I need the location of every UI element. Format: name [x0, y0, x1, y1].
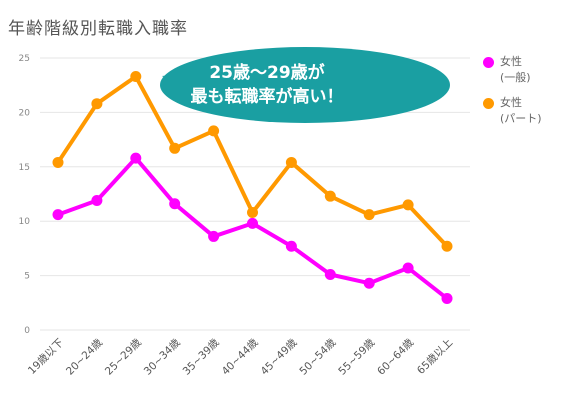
y-tick-label: 10 [19, 217, 31, 227]
data-point [169, 142, 181, 154]
legend-swatch-female-general [483, 57, 494, 68]
x-tick-label: 19歳以下 [26, 337, 66, 377]
data-point [402, 262, 414, 274]
callout-bubble [160, 47, 450, 123]
data-point [247, 217, 258, 229]
x-tick-label: 40~44歳 [220, 336, 261, 377]
data-point [91, 195, 103, 207]
data-point [363, 277, 375, 289]
x-tick-label: 45~49歳 [258, 336, 299, 377]
data-point [324, 269, 336, 281]
data-point [247, 206, 258, 218]
x-tick-label: 20~24歳 [64, 336, 105, 377]
data-point [208, 125, 220, 137]
x-tick-label: 30~34歳 [142, 336, 183, 377]
data-point [324, 190, 336, 202]
data-point [441, 240, 453, 252]
legend-label-female-part: 女性 (パート) [500, 95, 542, 127]
data-point [169, 198, 181, 210]
legend-item-female-part: 女性 (パート) [483, 95, 542, 127]
legend-item-female-general: 女性 (一般) [483, 54, 542, 86]
legend: 女性 (一般) 女性 (パート) [483, 54, 542, 136]
legend-label-line: (一般) [500, 71, 531, 84]
y-tick-label: 15 [19, 163, 30, 173]
legend-swatch-female-part [483, 98, 494, 109]
x-tick-label: 25~29歳 [103, 336, 144, 377]
data-point [402, 199, 414, 211]
callout-text-line: 最も転職率が高い！ [191, 86, 344, 107]
data-point [91, 98, 103, 110]
legend-label-line: (パート) [500, 112, 542, 125]
legend-label-line: 女性 [500, 96, 522, 109]
legend-label-female-general: 女性 (一般) [500, 54, 531, 86]
legend-label-line: 女性 [500, 55, 522, 68]
data-point [285, 156, 297, 168]
x-tick-label: 50~54歳 [297, 336, 338, 377]
data-point [285, 240, 297, 252]
data-point [441, 292, 453, 304]
data-point [52, 156, 64, 168]
x-tick-label: 35~39歳 [181, 336, 222, 377]
callout-text-line: 25歳～29歳が [209, 62, 324, 83]
data-point [52, 209, 64, 221]
chart-title: 年齢階級別転職入職率 [8, 19, 188, 39]
data-point [208, 230, 220, 242]
x-tick-label: 55~59歳 [336, 336, 377, 377]
x-tick-label: 60~64歳 [375, 336, 416, 377]
y-tick-label: 20 [19, 108, 31, 118]
x-tick-label: 65歳以上 [415, 337, 455, 377]
y-tick-label: 5 [24, 272, 30, 282]
data-point [130, 70, 142, 82]
y-tick-label: 0 [24, 326, 30, 336]
data-point [363, 209, 375, 221]
data-point [130, 152, 142, 164]
y-tick-label: 25 [19, 54, 30, 64]
